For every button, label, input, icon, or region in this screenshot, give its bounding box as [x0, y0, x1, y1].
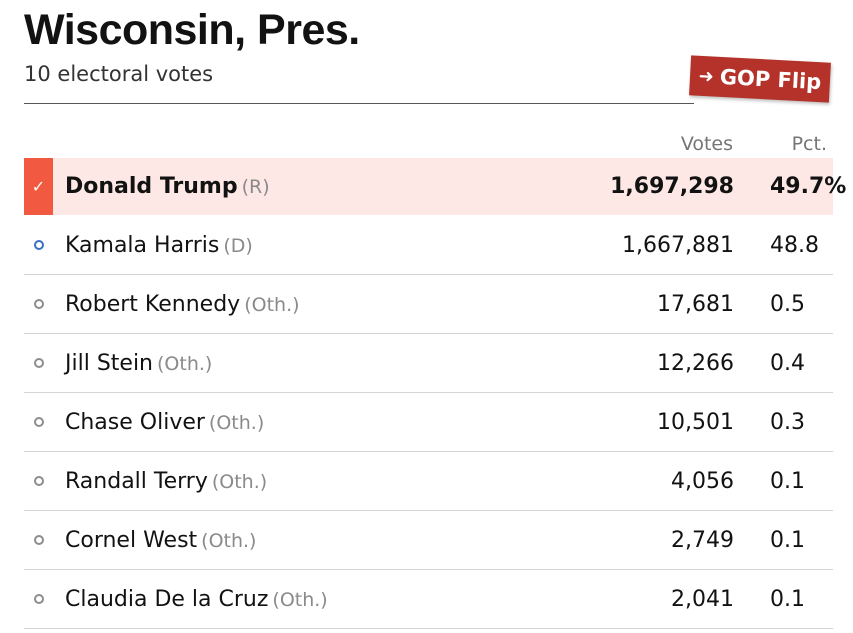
candidate-name-text: Cornel West: [65, 527, 198, 553]
table-row: Cornel West (Oth.) 2,749 0.1: [24, 511, 833, 570]
dem-dot-icon: [34, 240, 44, 250]
vote-pct: 0.4: [770, 350, 805, 376]
electoral-votes-subtitle: 10 electoral votes: [24, 62, 214, 86]
party-label: (Oth.): [157, 352, 213, 375]
candidate-name: Chase Oliver (Oth.): [65, 410, 264, 435]
candidate-name-text: Randall Terry: [65, 468, 208, 494]
party-label: (Oth.): [272, 588, 328, 611]
other-dot-icon: [34, 594, 44, 604]
table-row: Kamala Harris (D) 1,667,881 48.8: [24, 216, 833, 275]
candidate-name-text: Jill Stein: [65, 350, 153, 376]
vote-count: 12,266: [657, 350, 734, 376]
vote-pct: 48.8: [770, 232, 819, 258]
vote-pct: 0.1: [770, 586, 805, 612]
table-row: Jill Stein (Oth.) 12,266 0.4: [24, 334, 833, 393]
candidate-name: Randall Terry (Oth.): [65, 469, 267, 494]
vote-count: 17,681: [657, 291, 734, 317]
vote-pct: 49.7%: [770, 174, 847, 199]
arrow-right-icon: ➜: [698, 65, 715, 88]
page-title: Wisconsin, Pres.: [24, 6, 360, 54]
other-dot-icon: [34, 417, 44, 427]
vote-pct: 0.1: [770, 527, 805, 553]
vote-pct: 0.1: [770, 468, 805, 494]
vote-count: 2,041: [671, 586, 734, 612]
candidate-name: Donald Trump (R): [65, 174, 270, 199]
candidate-name-text: Robert Kennedy: [65, 291, 241, 317]
table-row: ✓ Donald Trump (R) 1,697,298 49.7%: [24, 158, 846, 216]
gop-flip-badge: ➜ GOP Flip: [689, 55, 831, 103]
candidate-name: Robert Kennedy (Oth.): [65, 292, 300, 317]
party-label: (D): [223, 234, 253, 257]
table-row: Randall Terry (Oth.) 4,056 0.1: [24, 452, 833, 511]
candidate-name: Jill Stein (Oth.): [65, 351, 212, 376]
candidate-name-text: Claudia De la Cruz: [65, 586, 269, 612]
other-dot-icon: [34, 299, 44, 309]
candidate-name-text: Donald Trump: [65, 174, 238, 199]
candidate-name: Cornel West (Oth.): [65, 528, 256, 553]
header-divider: [24, 103, 694, 104]
votes-column-header: Votes: [680, 133, 733, 155]
party-label: (Oth.): [208, 411, 265, 434]
candidate-name: Claudia De la Cruz (Oth.): [65, 587, 328, 612]
candidate-name-text: Kamala Harris: [65, 232, 220, 258]
other-dot-icon: [34, 358, 44, 368]
vote-count: 4,056: [671, 468, 734, 494]
flip-label: GOP Flip: [719, 64, 822, 95]
vote-count: 1,667,881: [622, 232, 734, 258]
vote-count: 2,749: [671, 527, 734, 553]
candidate-name: Kamala Harris (D): [65, 233, 253, 258]
other-dot-icon: [34, 476, 44, 486]
party-label: (Oth.): [201, 529, 257, 552]
vote-pct: 0.5: [770, 291, 805, 317]
party-label: (Oth.): [244, 293, 300, 316]
vote-count: 1,697,298: [610, 174, 734, 199]
table-row: Chase Oliver (Oth.) 10,501 0.3: [24, 393, 833, 452]
pct-column-header: Pct.: [791, 133, 827, 155]
results-table: ✓ Donald Trump (R) 1,697,298 49.7% Kamala…: [24, 158, 846, 629]
vote-count: 10,501: [657, 409, 734, 435]
candidate-name-text: Chase Oliver: [65, 409, 205, 435]
other-dot-icon: [34, 535, 44, 545]
checkmark-icon: ✓: [24, 158, 53, 215]
party-label: (R): [241, 176, 270, 198]
party-label: (Oth.): [211, 470, 268, 493]
vote-pct: 0.3: [770, 409, 805, 435]
table-row: Claudia De la Cruz (Oth.) 2,041 0.1: [24, 570, 833, 629]
table-row: Robert Kennedy (Oth.) 17,681 0.5: [24, 275, 833, 334]
